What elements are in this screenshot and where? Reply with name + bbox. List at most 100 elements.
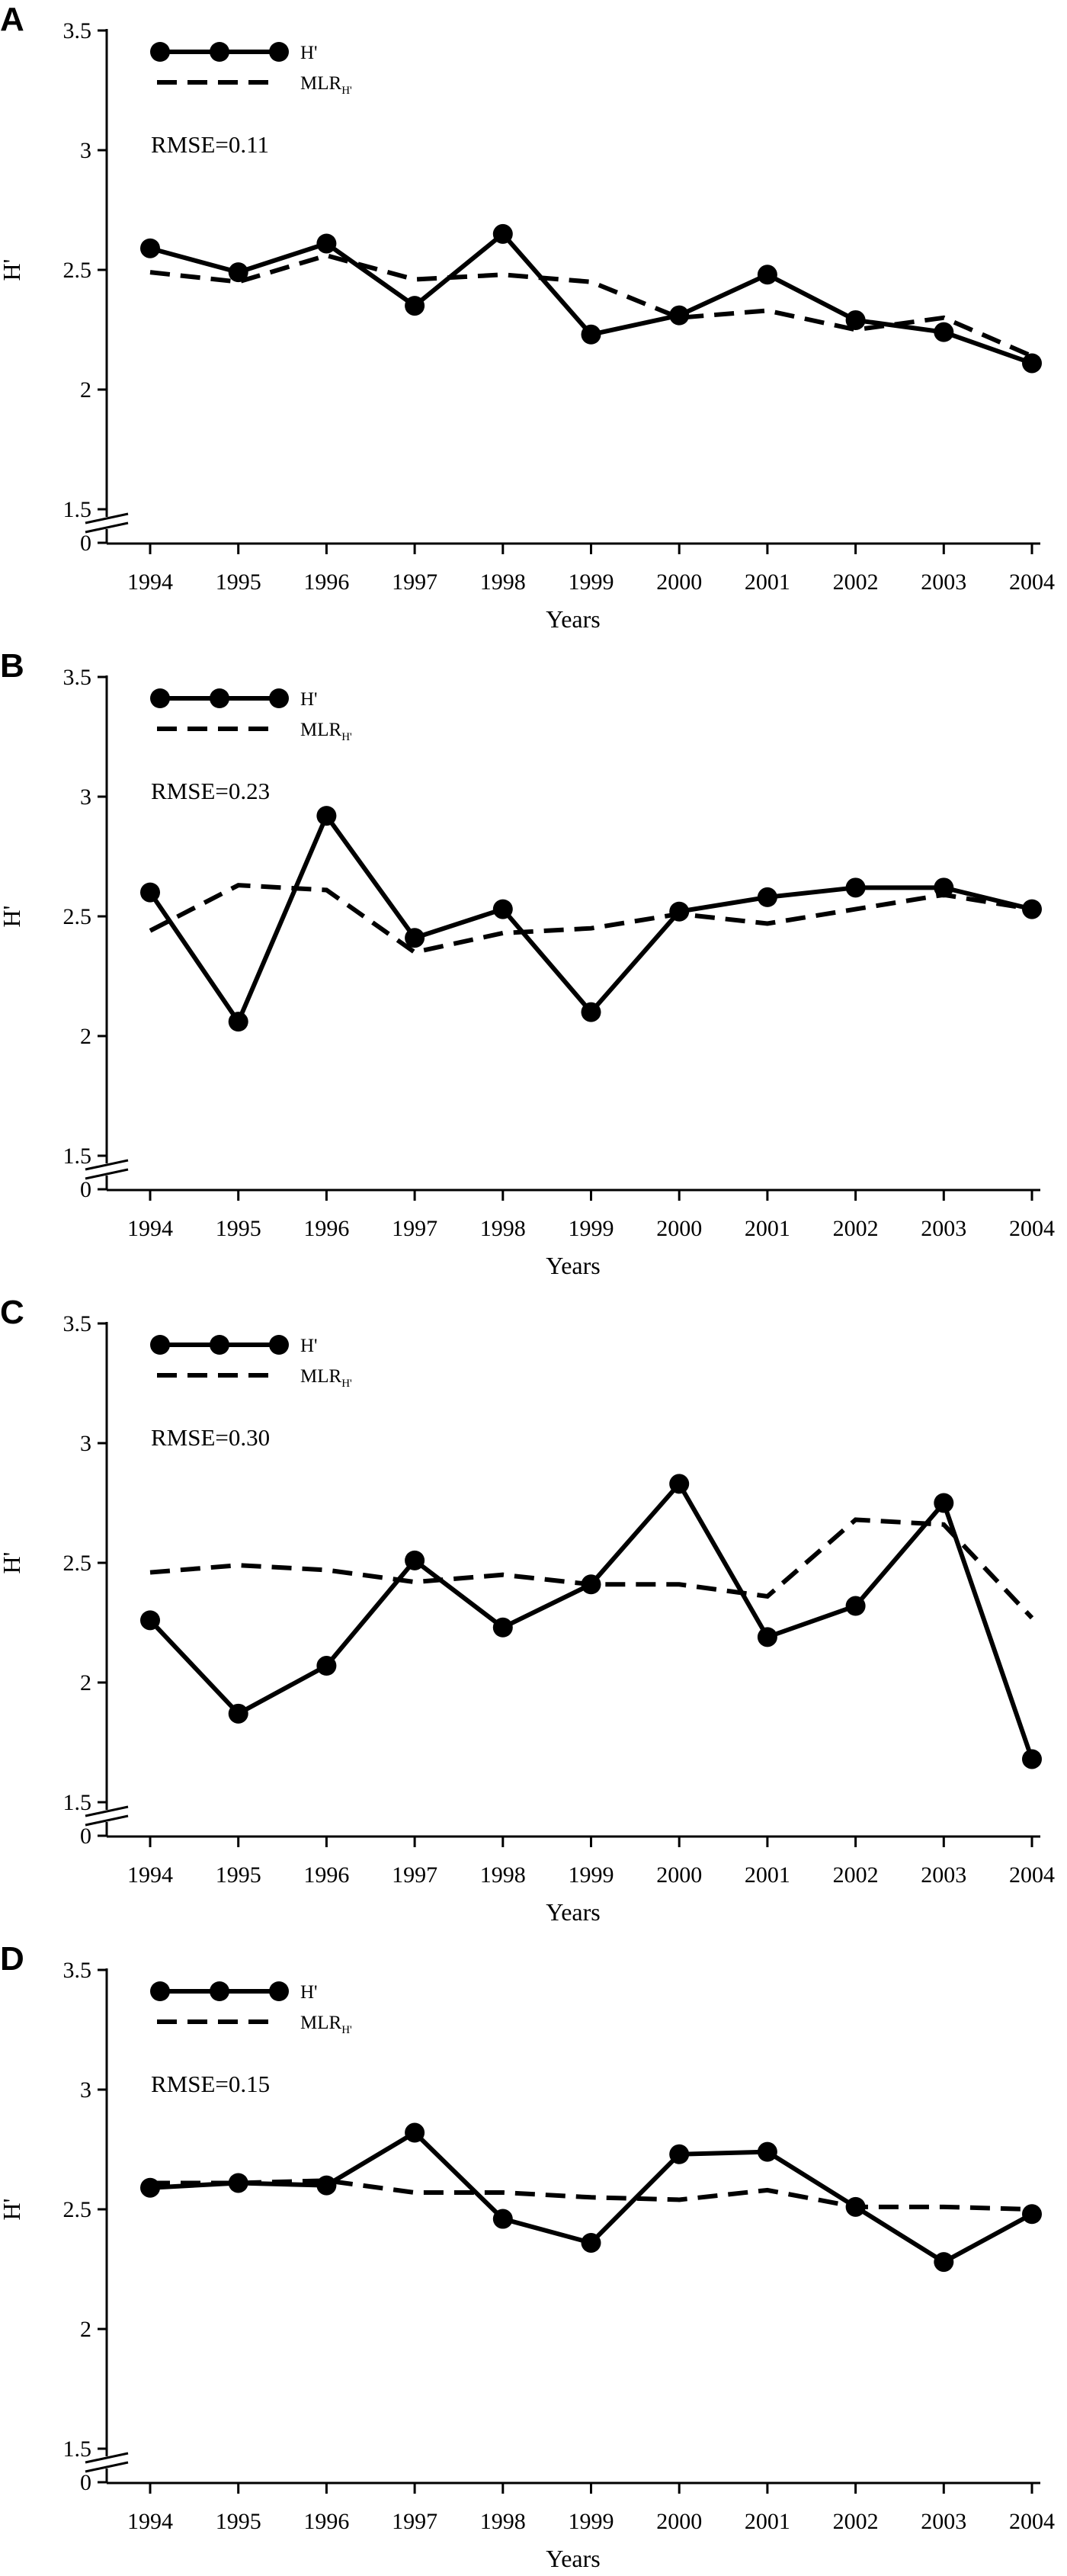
x-tick-label: 1998 xyxy=(480,1216,526,1241)
y-tick-label: 2.5 xyxy=(63,1551,92,1576)
y-tick-label: 2 xyxy=(80,1024,91,1049)
x-tick-label: 2000 xyxy=(656,1862,702,1888)
data-point xyxy=(581,1002,601,1022)
x-axis-title: Years xyxy=(546,1252,600,1279)
rmse-annotation: RMSE=0.11 xyxy=(151,131,269,158)
y-tick-label: 0 xyxy=(80,1824,91,1849)
x-tick-label: 2000 xyxy=(656,2509,702,2534)
y-tick-label: 2.5 xyxy=(63,2197,92,2222)
legend-label-subscript: H' xyxy=(341,1378,352,1390)
y-tick-label: 2 xyxy=(80,2317,91,2342)
x-tick-label: 1997 xyxy=(392,569,437,595)
y-tick-label: 3 xyxy=(80,784,91,810)
x-tick-label: 1998 xyxy=(480,2509,526,2534)
y-tick-label: 1.5 xyxy=(63,2436,92,2462)
data-point xyxy=(316,806,337,826)
data-point xyxy=(757,887,777,907)
data-point xyxy=(316,233,337,254)
x-tick-label: 1996 xyxy=(303,1216,349,1241)
x-tick-label: 2002 xyxy=(833,2509,879,2534)
panel-c: C 0 1.5 2 2.5 3 3.5 H' 1994 1995 1996 1997 1998 1999 2… xyxy=(0,1294,1055,1926)
panel-letter: C xyxy=(0,1294,24,1331)
x-tick-label: 2001 xyxy=(745,2509,790,2534)
legend: H'MLRH' xyxy=(150,1335,352,1390)
axis-break-mark xyxy=(85,2452,129,2464)
legend-label-mlr: MLRH' xyxy=(300,73,352,97)
legend-label-subscript: H' xyxy=(341,2024,352,2036)
x-tick-label: 1995 xyxy=(216,2509,261,2534)
legend-marker xyxy=(210,42,229,62)
axis-break-mark xyxy=(85,512,129,525)
data-point xyxy=(228,1703,248,1724)
data-point xyxy=(669,1474,690,1494)
x-axis-title: Years xyxy=(546,2545,600,2572)
data-point xyxy=(845,877,866,898)
legend-marker xyxy=(210,1981,229,2001)
x-tick-label: 1999 xyxy=(569,1216,614,1241)
legend-label-h: H' xyxy=(300,1336,318,1356)
x-tick-label: 1995 xyxy=(216,569,261,595)
data-point xyxy=(140,1610,160,1631)
legend: H'MLRH' xyxy=(150,1981,352,2036)
data-point xyxy=(934,2252,954,2273)
data-point xyxy=(492,223,513,244)
data-point xyxy=(140,238,160,258)
x-tick-label: 1999 xyxy=(569,1862,614,1888)
legend-marker xyxy=(269,1335,289,1355)
data-point xyxy=(405,1550,425,1570)
legend-marker xyxy=(150,1981,170,2001)
data-point xyxy=(405,928,425,948)
legend-label-subscript: H' xyxy=(341,85,352,97)
data-point xyxy=(934,1493,954,1513)
y-axis-title: H' xyxy=(0,1552,25,1574)
data-point xyxy=(492,1617,513,1638)
series-line-h xyxy=(148,1480,1034,1760)
data-point xyxy=(669,901,690,922)
rmse-annotation: RMSE=0.23 xyxy=(151,778,270,804)
y-tick-label: 0 xyxy=(80,2470,91,2495)
x-tick-label: 1998 xyxy=(480,569,526,595)
y-tick-label: 3.5 xyxy=(63,1311,92,1336)
x-tick-label: 2003 xyxy=(921,1862,966,1888)
rmse-annotation: RMSE=0.30 xyxy=(151,1424,270,1451)
data-point xyxy=(405,296,425,316)
legend-marker xyxy=(269,688,289,708)
axis-break-mark xyxy=(85,1805,129,1817)
panel-letter: B xyxy=(0,647,24,685)
y-tick-label: 3 xyxy=(80,2077,91,2103)
data-point xyxy=(757,1627,777,1647)
x-tick-label: 2002 xyxy=(833,569,879,595)
x-tick-label: 1999 xyxy=(569,2509,614,2534)
legend-label-h: H' xyxy=(300,43,318,63)
data-point xyxy=(228,262,248,283)
legend: H'MLRH' xyxy=(150,42,352,97)
data-point xyxy=(1022,2204,1042,2225)
x-tick-label: 2002 xyxy=(833,1862,879,1888)
data-point xyxy=(316,2175,337,2196)
series-line-mlr xyxy=(149,883,1033,955)
legend-marker xyxy=(269,1981,289,2001)
legend-marker xyxy=(210,688,229,708)
x-tick-label: 1996 xyxy=(303,569,349,595)
x-tick-label: 2003 xyxy=(921,2509,966,2534)
y-tick-label: 0 xyxy=(80,1177,91,1202)
y-tick-label: 3.5 xyxy=(63,18,92,43)
x-tick-label: 1997 xyxy=(392,1862,437,1888)
y-tick-label: 2 xyxy=(80,1670,91,1695)
data-point xyxy=(669,2144,690,2164)
y-axis-title: H' xyxy=(0,259,25,281)
data-point xyxy=(228,1012,248,1032)
legend-label-mlr: MLRH' xyxy=(300,1366,352,1390)
legend-label-h: H' xyxy=(300,1982,318,2003)
panel-letter: A xyxy=(0,1,24,38)
x-tick-label: 1996 xyxy=(303,1862,349,1888)
data-point xyxy=(757,2141,777,2162)
x-tick-label: 2001 xyxy=(745,1216,790,1241)
y-tick-label: 3 xyxy=(80,1431,91,1456)
x-tick-label: 1994 xyxy=(127,569,173,595)
x-tick-label: 2004 xyxy=(1009,569,1055,595)
legend-marker xyxy=(150,42,170,62)
legend-marker xyxy=(269,42,289,62)
x-tick-label: 2003 xyxy=(921,1216,966,1241)
